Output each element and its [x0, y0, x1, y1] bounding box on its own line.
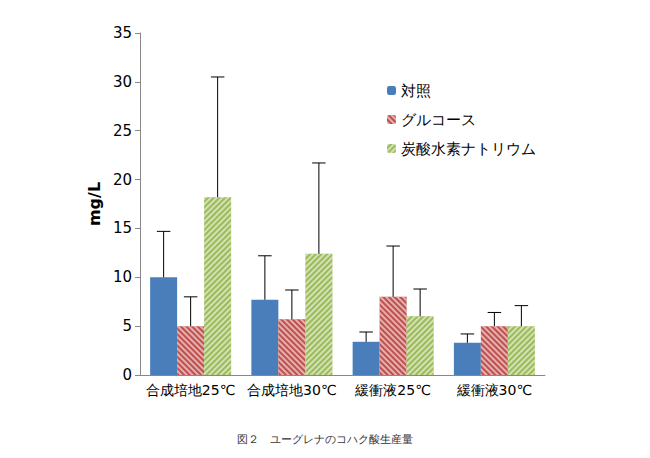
svg-text:合成培地30℃: 合成培地30℃	[247, 382, 337, 398]
svg-text:30: 30	[113, 73, 132, 91]
svg-text:図２ ユーグレナのコハク酸生産量: 図２ ユーグレナのコハク酸生産量	[237, 433, 413, 446]
svg-text:緩衝液30℃: 緩衝液30℃	[456, 382, 533, 398]
svg-text:合成培地25℃: 合成培地25℃	[146, 382, 236, 398]
svg-text:対照: 対照	[401, 82, 431, 100]
svg-text:15: 15	[113, 219, 132, 237]
svg-text:5: 5	[122, 317, 132, 335]
svg-text:緩衝液25℃: 緩衝液25℃	[354, 382, 431, 398]
svg-text:mg/L: mg/L	[85, 182, 104, 226]
svg-text:0: 0	[122, 366, 132, 384]
svg-text:炭酸水素ナトリウム: 炭酸水素ナトリウム	[401, 140, 536, 158]
svg-text:20: 20	[113, 171, 132, 189]
svg-text:10: 10	[113, 268, 132, 286]
svg-text:グルコース: グルコース	[401, 111, 476, 129]
svg-text:25: 25	[113, 122, 132, 140]
svg-text:35: 35	[113, 24, 132, 42]
